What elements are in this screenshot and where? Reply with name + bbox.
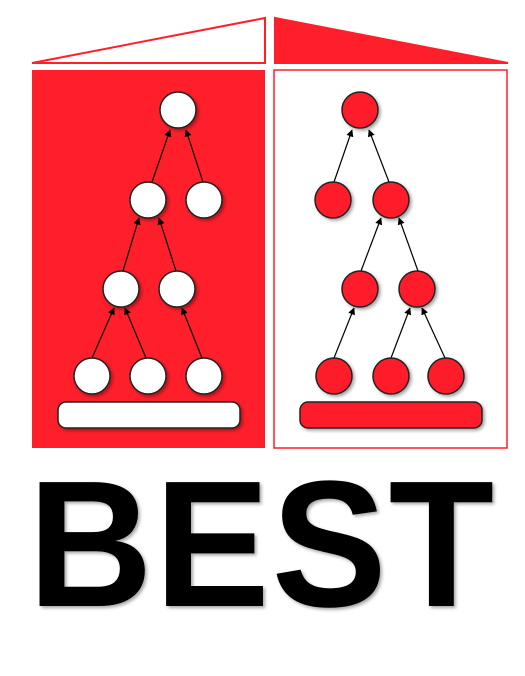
left-panel: [32, 70, 265, 448]
left-node: [129, 181, 167, 219]
left-node: [102, 270, 140, 308]
right-node: [341, 270, 379, 308]
right-panel: [273, 69, 508, 449]
right-node: [314, 181, 352, 219]
right-node: [341, 91, 379, 129]
wordmark: BEST: [28, 444, 496, 645]
left-base-platform: [57, 401, 241, 429]
left-node: [185, 181, 223, 219]
right-edges: [333, 129, 446, 359]
roof-left: [31, 16, 266, 64]
right-base-platform: [299, 401, 483, 429]
right-node: [372, 181, 410, 219]
left-nodes: [73, 91, 223, 395]
left-node: [185, 357, 223, 395]
right-node: [427, 357, 465, 395]
right-nodes: [314, 91, 465, 395]
roof: [31, 16, 509, 64]
right-node: [315, 357, 353, 395]
right-node: [372, 357, 410, 395]
left-edges: [91, 129, 204, 359]
left-node: [158, 270, 196, 308]
left-node: [159, 91, 197, 129]
right-node: [398, 270, 436, 308]
left-node: [73, 357, 111, 395]
roof-right: [274, 16, 509, 64]
left-node: [129, 357, 167, 395]
